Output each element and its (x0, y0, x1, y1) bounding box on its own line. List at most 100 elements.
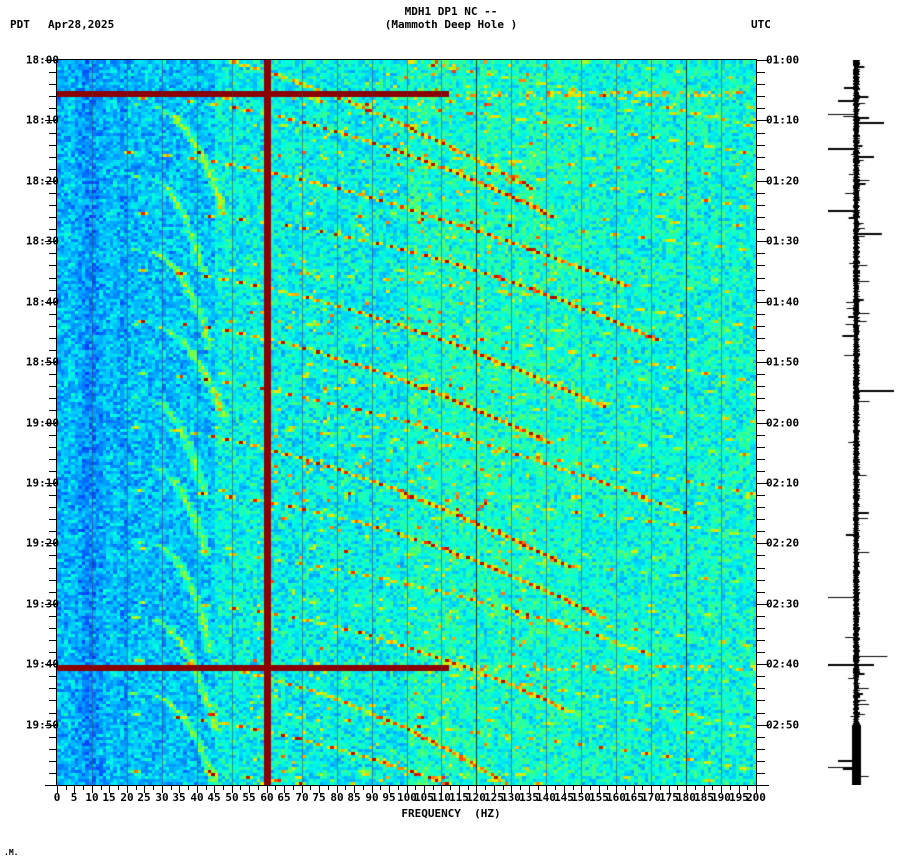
time-minor-tick-right (757, 290, 765, 291)
time-minor-tick-left (49, 447, 57, 448)
time-minor-tick-right (757, 555, 765, 556)
time-major-tick-right (757, 302, 769, 303)
time-major-tick-right (757, 60, 769, 61)
time-tick-label-pdt: 18:30 (25, 234, 59, 248)
frequency-minor-tick (695, 786, 696, 790)
time-minor-tick-left (49, 229, 57, 230)
time-major-tick-right (757, 241, 769, 242)
frequency-minor-tick (415, 786, 416, 790)
frequency-minor-tick (101, 786, 102, 790)
time-minor-tick-left (49, 350, 57, 351)
frequency-major-tick (74, 786, 75, 793)
frequency-major-tick (441, 786, 442, 793)
plot-top-border (56, 59, 757, 60)
time-minor-tick-right (757, 507, 765, 508)
frequency-tick-label: 15 (102, 791, 116, 804)
time-minor-tick-left (49, 700, 57, 701)
time-minor-tick-left (49, 108, 57, 109)
frequency-tick-label: 140 (536, 791, 556, 804)
time-tick-label-pdt: 19:00 (25, 416, 59, 430)
frequency-major-tick (389, 786, 390, 793)
frequency-major-tick (564, 786, 565, 793)
time-major-tick-left (45, 120, 57, 121)
frequency-tick-label: 160 (606, 791, 626, 804)
frequency-minor-tick (468, 786, 469, 790)
frequency-major-tick (494, 786, 495, 793)
frequency-tick-label: 20 (120, 791, 134, 804)
time-minor-tick-left (49, 374, 57, 375)
time-minor-tick-right (757, 72, 765, 73)
frequency-tick-label: 150 (571, 791, 591, 804)
time-minor-tick-left (49, 326, 57, 327)
time-major-tick-right (757, 725, 769, 726)
time-tick-label-pdt: 18:50 (25, 355, 59, 369)
frequency-minor-tick (66, 786, 67, 790)
frequency-major-tick (424, 786, 425, 793)
time-minor-tick-right (757, 519, 765, 520)
time-major-tick-right (757, 483, 769, 484)
time-tick-label-utc: 01:50 (766, 355, 800, 369)
time-minor-tick-right (757, 265, 765, 266)
time-minor-tick-right (757, 217, 765, 218)
frequency-minor-tick (206, 786, 207, 790)
time-minor-tick-left (49, 84, 57, 85)
frequency-tick-label: 60 (260, 791, 274, 804)
frequency-major-tick (546, 786, 547, 793)
frequency-major-tick (319, 786, 320, 793)
time-minor-tick-right (757, 350, 765, 351)
time-minor-tick-left (49, 640, 57, 641)
plot-right-border (756, 59, 757, 786)
frequency-minor-tick (625, 786, 626, 790)
time-minor-tick-left (49, 507, 57, 508)
frequency-tick-label: 145 (554, 791, 574, 804)
header-left-date: Apr28,2025 (48, 18, 115, 31)
time-minor-tick-right (757, 410, 765, 411)
frequency-tick-label: 135 (519, 791, 539, 804)
time-minor-tick-right (757, 616, 765, 617)
time-major-tick-right (757, 604, 769, 605)
frequency-tick-label: 165 (624, 791, 644, 804)
frequency-tick-label: 35 (172, 791, 186, 804)
frequency-minor-tick (520, 786, 521, 790)
time-tick-label-pdt: 18:40 (25, 295, 59, 309)
frequency-tick-label: 100 (397, 791, 417, 804)
frequency-tick-label: 195 (729, 791, 749, 804)
time-minor-tick-right (757, 338, 765, 339)
time-tick-label-pdt: 19:40 (25, 657, 59, 671)
time-minor-tick-left (49, 688, 57, 689)
frequency-minor-tick (258, 786, 259, 790)
time-minor-tick-left (49, 628, 57, 629)
time-minor-tick-right (757, 278, 765, 279)
plot-bottom-border (56, 785, 757, 786)
time-minor-tick-right (757, 253, 765, 254)
time-tick-label-utc: 01:20 (766, 174, 800, 188)
frequency-minor-tick (153, 786, 154, 790)
frequency-minor-tick (83, 786, 84, 790)
time-minor-tick-right (757, 169, 765, 170)
time-minor-tick-right (757, 108, 765, 109)
time-minor-tick-left (49, 471, 57, 472)
frequency-major-tick (284, 786, 285, 793)
time-minor-tick-left (49, 580, 57, 581)
frequency-minor-tick (118, 786, 119, 790)
frequency-minor-tick (328, 786, 329, 790)
time-minor-tick-left (49, 217, 57, 218)
frequency-major-tick (511, 786, 512, 793)
frequency-tick-label: 185 (694, 791, 714, 804)
time-minor-tick-right (757, 568, 765, 569)
corner-mark: .M. (4, 848, 19, 857)
time-minor-tick-right (757, 386, 765, 387)
frequency-major-tick (669, 786, 670, 793)
time-minor-tick-left (49, 773, 57, 774)
frequency-tick-label: 75 (312, 791, 326, 804)
time-minor-tick-left (49, 157, 57, 158)
frequency-major-tick (57, 786, 58, 793)
time-major-tick-right (757, 664, 769, 665)
time-minor-tick-right (757, 580, 765, 581)
frequency-tick-label: 80 (330, 791, 344, 804)
time-tick-label-pdt: 19:30 (25, 597, 59, 611)
time-minor-tick-right (757, 193, 765, 194)
time-minor-tick-right (757, 737, 765, 738)
time-minor-tick-left (49, 459, 57, 460)
time-minor-tick-left (49, 386, 57, 387)
